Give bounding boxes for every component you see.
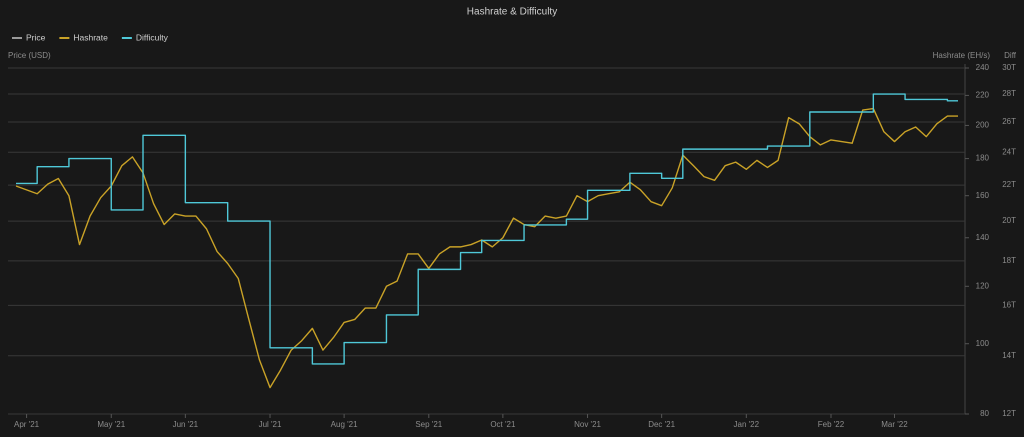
x-tick-label: May '21 bbox=[97, 420, 125, 429]
x-tick-label: Aug '21 bbox=[331, 420, 358, 429]
y-tick-label: 140 bbox=[976, 233, 990, 242]
x-tick-label: Mar '22 bbox=[881, 420, 908, 429]
series-line bbox=[16, 93, 958, 365]
y2-tick-label: 14T bbox=[1002, 351, 1016, 360]
legend-label: Price bbox=[26, 32, 46, 42]
y2-tick-label: 24T bbox=[1002, 147, 1016, 156]
y-tick-label: 180 bbox=[976, 154, 990, 163]
legend-label: Hashrate bbox=[73, 32, 108, 42]
x-tick-label: Jul '21 bbox=[259, 420, 282, 429]
y2-tick-label: 12T bbox=[1002, 409, 1016, 418]
x-tick-label: Dec '21 bbox=[648, 420, 675, 429]
y-tick-label: 160 bbox=[976, 191, 990, 200]
y-tick-label: 240 bbox=[976, 63, 990, 72]
y2-tick-label: 30T bbox=[1002, 63, 1016, 72]
y-tick-label: 120 bbox=[976, 281, 990, 290]
y-axis-label: Hashrate (EH/s) bbox=[933, 51, 991, 60]
x-tick-label: Jun '21 bbox=[173, 420, 199, 429]
y2-tick-label: 16T bbox=[1002, 300, 1016, 309]
y-tick-label: 100 bbox=[976, 339, 990, 348]
x-tick-label: Feb '22 bbox=[818, 420, 845, 429]
y-tick-label: 200 bbox=[976, 121, 990, 130]
legend-label: Difficulty bbox=[136, 32, 169, 42]
x-tick-label: Jan '22 bbox=[734, 420, 760, 429]
y2-tick-label: 26T bbox=[1002, 117, 1016, 126]
y2-tick-label: 20T bbox=[1002, 216, 1016, 225]
y-tick-label: 80 bbox=[980, 409, 989, 418]
y2-axis-label: Diff bbox=[1004, 51, 1017, 60]
y-tick-label: 220 bbox=[976, 91, 990, 100]
x-tick-label: Sep '21 bbox=[415, 420, 442, 429]
x-tick-label: Apr '21 bbox=[14, 420, 40, 429]
x-tick-label: Nov '21 bbox=[574, 420, 601, 429]
x-tick-label: Oct '21 bbox=[490, 420, 516, 429]
y2-tick-label: 28T bbox=[1002, 89, 1016, 98]
chart-title: Hashrate & Difficulty bbox=[467, 7, 557, 18]
y2-tick-label: 22T bbox=[1002, 180, 1016, 189]
left-axis-label: Price (USD) bbox=[8, 51, 51, 60]
series-line bbox=[15, 107, 958, 389]
y2-tick-label: 18T bbox=[1002, 256, 1016, 265]
